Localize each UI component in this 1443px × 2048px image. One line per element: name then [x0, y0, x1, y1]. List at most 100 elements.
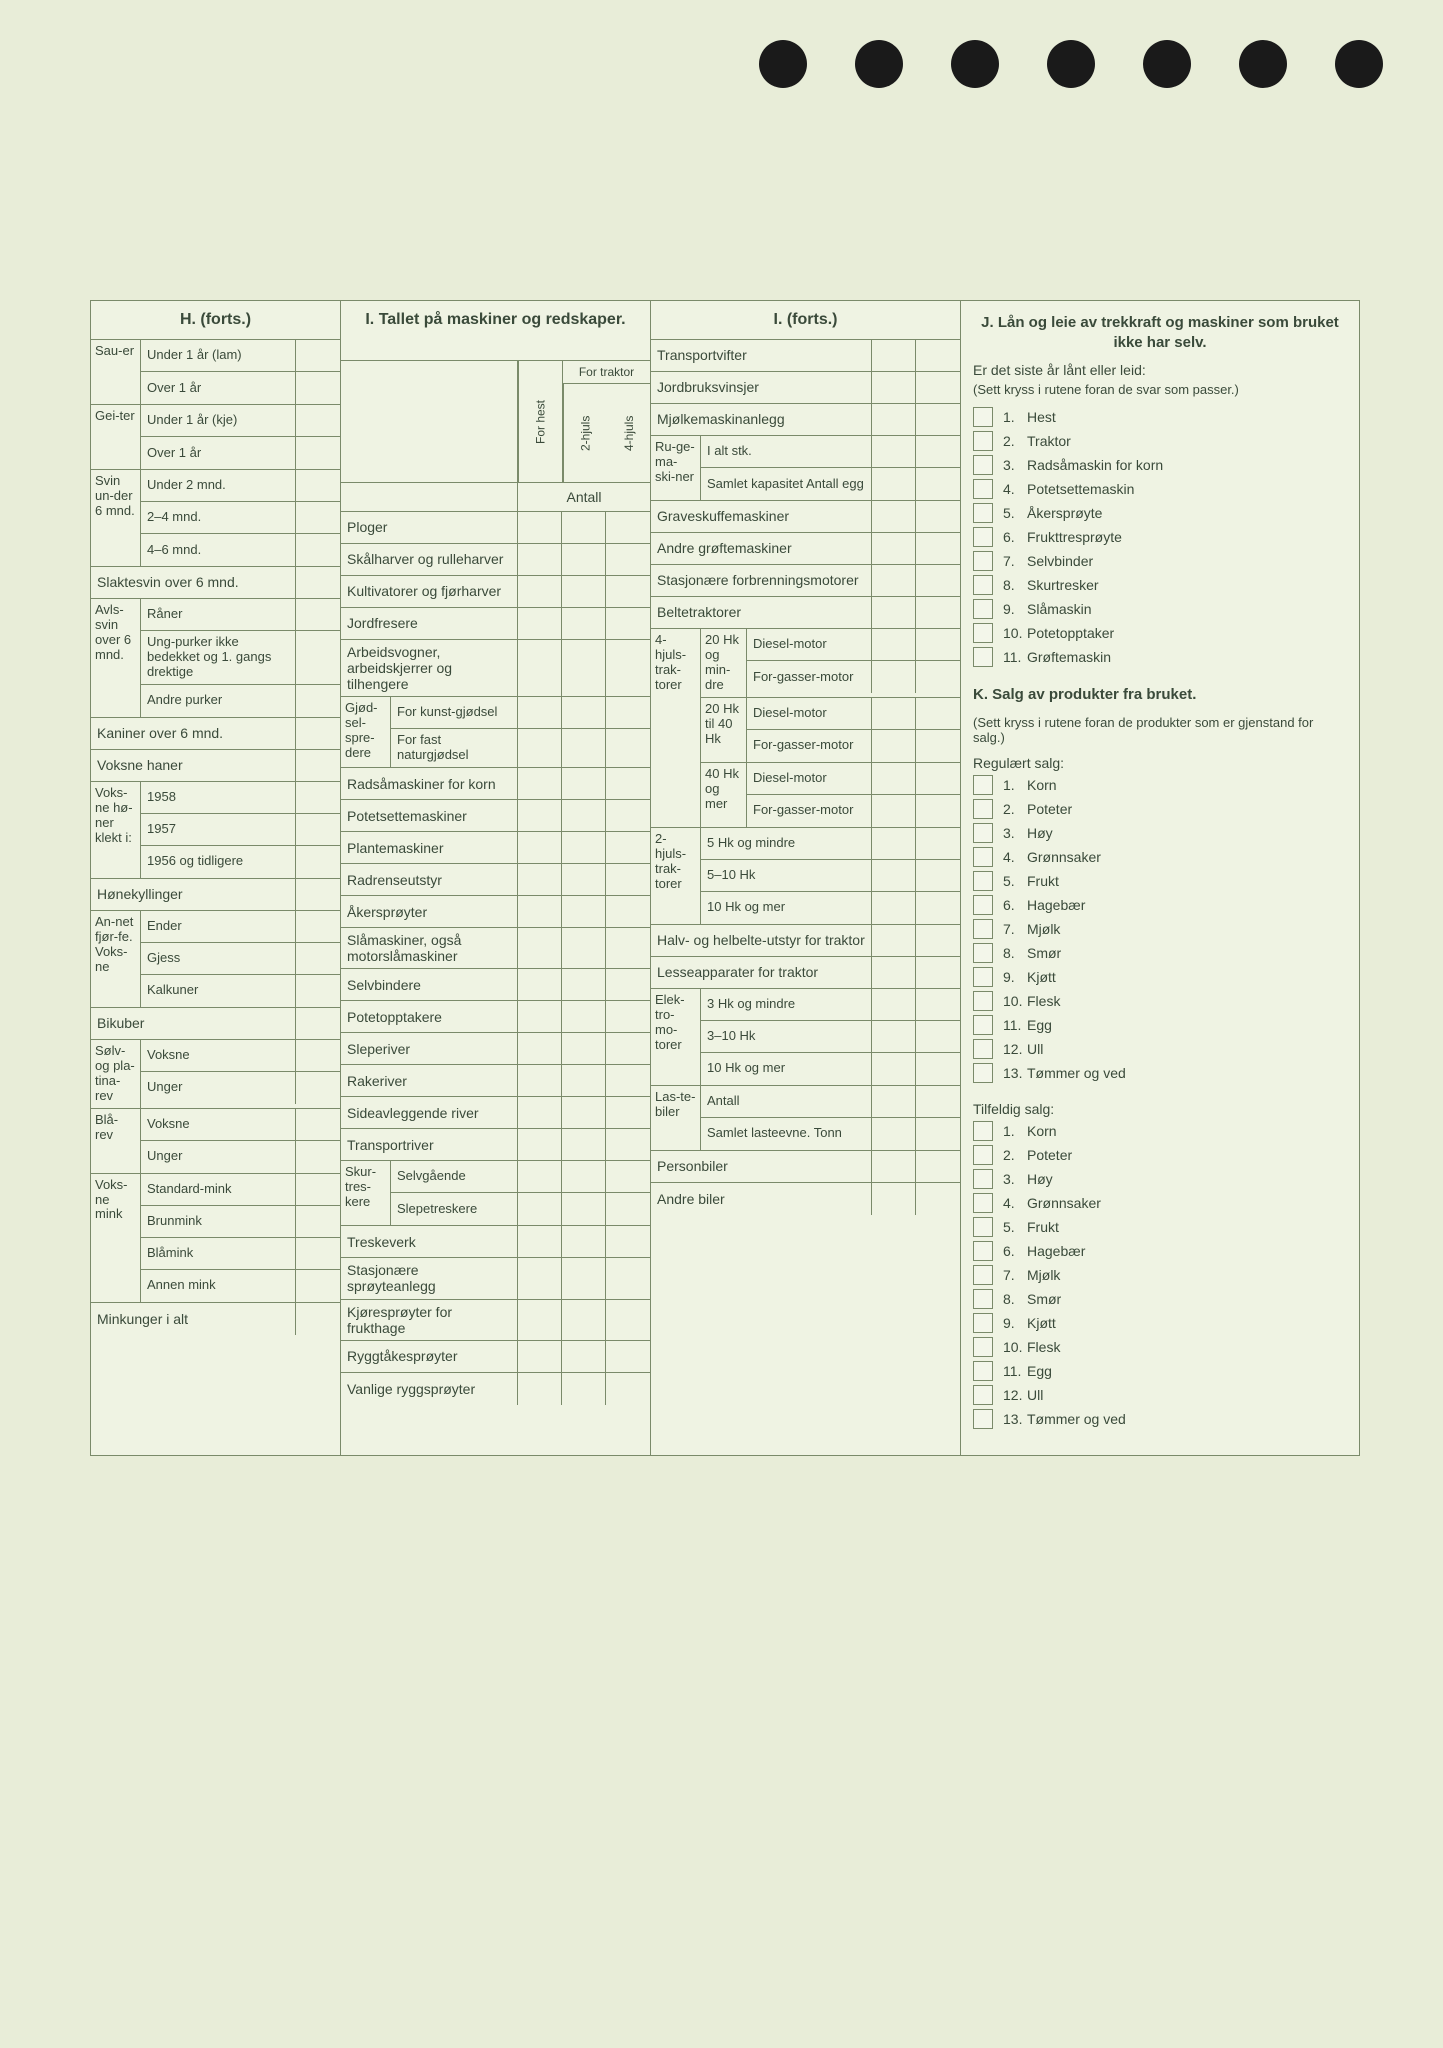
input-cell[interactable] — [562, 896, 606, 927]
checkbox[interactable] — [973, 1265, 993, 1285]
input-cell[interactable] — [518, 1373, 562, 1405]
input-cell[interactable] — [296, 1174, 340, 1205]
checkbox[interactable] — [973, 1121, 993, 1141]
input-cell[interactable] — [916, 629, 960, 660]
input-cell[interactable] — [606, 576, 650, 607]
input-cell[interactable] — [518, 640, 562, 696]
input-cell[interactable] — [296, 685, 340, 717]
input-cell[interactable] — [296, 911, 340, 942]
input-cell[interactable] — [562, 1258, 606, 1298]
input-cell[interactable] — [606, 640, 650, 696]
checkbox[interactable] — [973, 1337, 993, 1357]
input-cell[interactable] — [518, 544, 562, 575]
checkbox[interactable] — [973, 991, 993, 1011]
input-cell[interactable] — [916, 925, 960, 956]
input-cell[interactable] — [872, 795, 916, 827]
input-cell[interactable] — [296, 340, 340, 371]
input-cell[interactable] — [606, 1065, 650, 1096]
input-cell[interactable] — [562, 832, 606, 863]
input-cell[interactable] — [562, 697, 606, 728]
input-cell[interactable] — [606, 1001, 650, 1032]
input-cell[interactable] — [916, 1053, 960, 1085]
input-cell[interactable] — [296, 1008, 340, 1039]
checkbox[interactable] — [973, 775, 993, 795]
checkbox[interactable] — [973, 1063, 993, 1083]
input-cell[interactable] — [296, 1303, 340, 1335]
checkbox[interactable] — [973, 1385, 993, 1405]
checkbox[interactable] — [973, 1241, 993, 1261]
input-cell[interactable] — [562, 1373, 606, 1405]
checkbox[interactable] — [973, 551, 993, 571]
input-cell[interactable] — [296, 405, 340, 436]
input-cell[interactable] — [606, 608, 650, 639]
input-cell[interactable] — [606, 697, 650, 728]
input-cell[interactable] — [296, 1238, 340, 1269]
checkbox[interactable] — [973, 647, 993, 667]
input-cell[interactable] — [518, 928, 562, 968]
checkbox[interactable] — [973, 407, 993, 427]
input-cell[interactable] — [296, 975, 340, 1007]
checkbox[interactable] — [973, 943, 993, 963]
input-cell[interactable] — [872, 1183, 916, 1215]
input-cell[interactable] — [296, 1040, 340, 1071]
input-cell[interactable] — [296, 470, 340, 501]
checkbox[interactable] — [973, 599, 993, 619]
input-cell[interactable] — [562, 928, 606, 968]
input-cell[interactable] — [872, 565, 916, 596]
input-cell[interactable] — [916, 468, 960, 500]
input-cell[interactable] — [296, 631, 340, 684]
input-cell[interactable] — [562, 1300, 606, 1340]
input-cell[interactable] — [518, 1161, 562, 1192]
input-cell[interactable] — [518, 800, 562, 831]
input-cell[interactable] — [872, 1151, 916, 1182]
input-cell[interactable] — [872, 892, 916, 924]
input-cell[interactable] — [606, 896, 650, 927]
input-cell[interactable] — [562, 544, 606, 575]
checkbox[interactable] — [973, 799, 993, 819]
input-cell[interactable] — [606, 512, 650, 543]
input-cell[interactable] — [518, 1193, 562, 1225]
input-cell[interactable] — [916, 795, 960, 827]
input-cell[interactable] — [296, 1206, 340, 1237]
input-cell[interactable] — [916, 989, 960, 1020]
checkbox[interactable] — [973, 575, 993, 595]
input-cell[interactable] — [562, 608, 606, 639]
input-cell[interactable] — [872, 1021, 916, 1052]
checkbox[interactable] — [973, 1039, 993, 1059]
input-cell[interactable] — [872, 698, 916, 729]
input-cell[interactable] — [872, 989, 916, 1020]
input-cell[interactable] — [562, 1001, 606, 1032]
input-cell[interactable] — [872, 1086, 916, 1117]
input-cell[interactable] — [872, 730, 916, 762]
input-cell[interactable] — [606, 1033, 650, 1064]
input-cell[interactable] — [562, 1226, 606, 1257]
input-cell[interactable] — [296, 1109, 340, 1140]
input-cell[interactable] — [518, 1001, 562, 1032]
input-cell[interactable] — [872, 501, 916, 532]
input-cell[interactable] — [606, 729, 650, 767]
input-cell[interactable] — [518, 608, 562, 639]
input-cell[interactable] — [916, 533, 960, 564]
input-cell[interactable] — [872, 1118, 916, 1150]
input-cell[interactable] — [606, 1300, 650, 1340]
input-cell[interactable] — [518, 697, 562, 728]
input-cell[interactable] — [916, 763, 960, 794]
input-cell[interactable] — [518, 1226, 562, 1257]
input-cell[interactable] — [518, 1129, 562, 1160]
input-cell[interactable] — [296, 846, 340, 878]
input-cell[interactable] — [562, 640, 606, 696]
input-cell[interactable] — [518, 969, 562, 1000]
input-cell[interactable] — [916, 404, 960, 435]
input-cell[interactable] — [916, 661, 960, 693]
input-cell[interactable] — [872, 597, 916, 628]
input-cell[interactable] — [296, 718, 340, 749]
checkbox[interactable] — [973, 1015, 993, 1035]
checkbox[interactable] — [973, 1193, 993, 1213]
input-cell[interactable] — [872, 925, 916, 956]
input-cell[interactable] — [562, 1341, 606, 1372]
checkbox[interactable] — [973, 455, 993, 475]
input-cell[interactable] — [296, 534, 340, 566]
input-cell[interactable] — [518, 768, 562, 799]
input-cell[interactable] — [872, 661, 916, 693]
input-cell[interactable] — [606, 1373, 650, 1405]
